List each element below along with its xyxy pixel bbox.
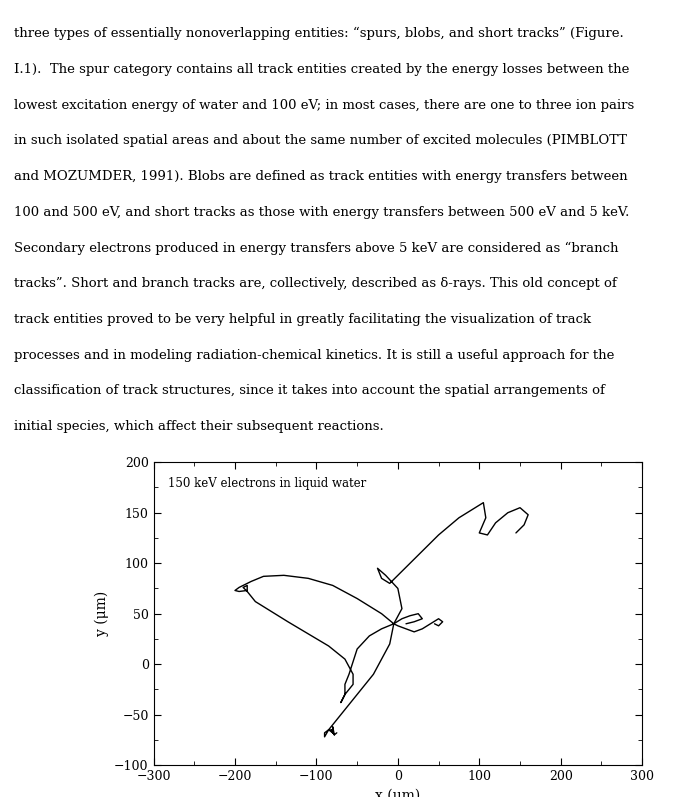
Text: three types of essentially nonoverlapping entities: “spurs, blobs, and short tra: three types of essentially nonoverlappin… [14,27,624,41]
Text: Secondary electrons produced in energy transfers above 5 keV are considered as “: Secondary electrons produced in energy t… [14,241,618,255]
X-axis label: x (μm): x (μm) [376,788,420,797]
Text: lowest excitation energy of water and 100 eV; in most cases, there are one to th: lowest excitation energy of water and 10… [14,99,634,112]
Text: 150 keV electrons in liquid water: 150 keV electrons in liquid water [168,477,366,490]
Text: in such isolated spatial areas and about the same number of excited molecules (P: in such isolated spatial areas and about… [14,135,627,147]
Text: track entities proved to be very helpful in greatly facilitating the visualizati: track entities proved to be very helpful… [14,313,591,326]
Text: 100 and 500 eV, and short tracks as those with energy transfers between 500 eV a: 100 and 500 eV, and short tracks as thos… [14,206,630,219]
Text: I.1).  The spur category contains all track entities created by the energy losse: I.1). The spur category contains all tra… [14,63,630,76]
Text: tracks”. Short and branch tracks are, collectively, described as δ-rays. This ol: tracks”. Short and branch tracks are, co… [14,277,617,290]
Y-axis label: y (μm): y (μm) [94,591,109,636]
Text: and MOZUMDER, 1991). Blobs are defined as track entities with energy transfers b: and MOZUMDER, 1991). Blobs are defined a… [14,170,628,183]
Text: classification of track structures, since it takes into account the spatial arra: classification of track structures, sinc… [14,384,605,398]
Text: initial species, which affect their subsequent reactions.: initial species, which affect their subs… [14,420,384,433]
Text: processes and in modeling radiation-chemical kinetics. It is still a useful appr: processes and in modeling radiation-chem… [14,348,614,362]
